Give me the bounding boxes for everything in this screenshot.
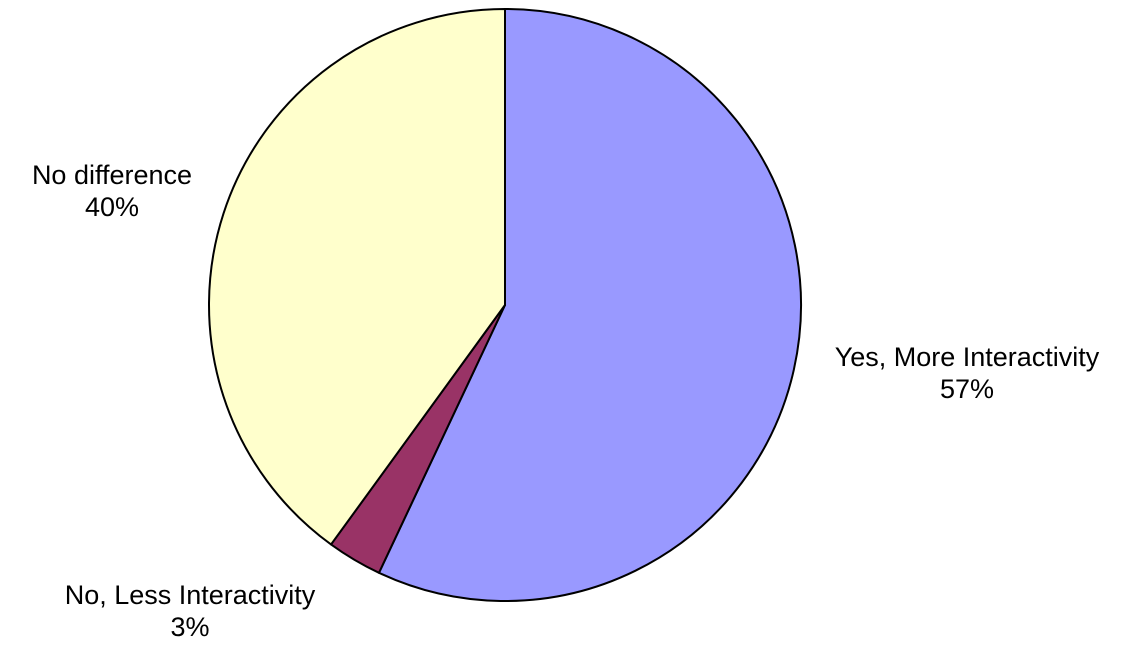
pie-slice-yes-more-interactivity [377, 8, 802, 602]
slice-label-no-difference: No difference [32, 160, 192, 190]
slice-value-yes-more-interactivity: 57% [940, 374, 994, 404]
slice-label-yes-more-interactivity: Yes, More Interactivity [835, 342, 1100, 372]
slice-value-no-difference: 40% [85, 192, 139, 222]
slice-label-no-less-interactivity: No, Less Interactivity [65, 580, 316, 610]
pie-slices [208, 8, 802, 602]
slice-value-no-less-interactivity: 3% [170, 612, 209, 642]
pie-slice-no-difference [208, 8, 506, 546]
